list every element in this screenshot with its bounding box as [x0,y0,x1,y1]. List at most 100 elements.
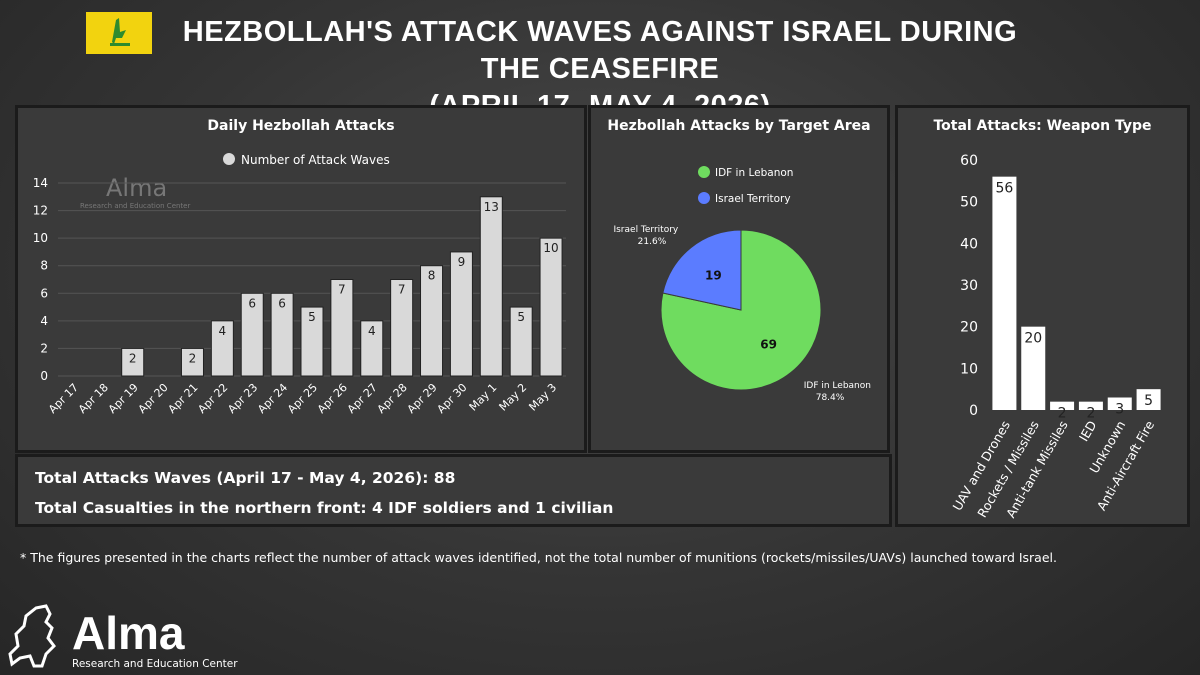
pie-legend-marker [698,166,710,178]
daily-x-tick-label: Apr 29 [405,381,440,416]
weapon-y-tick-label: 10 [960,361,978,377]
alma-logo-subtitle: Research and Education Center [72,658,238,670]
weapon-chart-title: Total Attacks: Weapon Type [933,118,1152,134]
daily-y-tick-label: 4 [40,314,48,328]
daily-bar [479,196,503,377]
title-line-1: HEZBOLLAH'S ATTACK WAVES AGAINST ISRAEL … [182,16,1018,85]
hezbollah-flag [86,12,152,54]
weapon-y-tick-label: 30 [960,278,978,294]
daily-x-tick-label: Apr 24 [255,381,290,416]
daily-bar [121,347,145,377]
target-area-panel: Hezbollah Attacks by Target Area IDF in … [588,105,890,453]
daily-bar [509,306,533,377]
daily-x-tick-label: Apr 20 [136,381,171,416]
daily-bar [240,292,264,377]
pie-outer-label: Israel Territory [613,225,678,235]
pie-outer-label: IDF in Lebanon [804,381,871,391]
daily-bar-value-label: 6 [278,296,286,310]
daily-legend-marker [223,153,235,165]
total-casualties-text: Total Casualties in the northern front: … [35,499,614,517]
daily-x-tick-label: Apr 23 [225,381,260,416]
weapon-x-tick-label: IED [1076,418,1100,444]
daily-bar-value-label: 2 [129,351,137,365]
weapon-type-panel: Total Attacks: Weapon Type 0 10 20 30 40 50 60… [895,105,1190,527]
weapon-y-tick-label: 40 [960,236,978,252]
daily-bar [390,279,414,377]
weapon-bar-value-label: 2 [1086,406,1095,422]
weapon-y-tick-label: 20 [960,320,978,336]
daily-bar-value-label: 5 [517,310,525,324]
weapon-bar-value-label: 5 [1144,393,1153,409]
pie-legend-label: IDF in Lebanon [715,167,793,179]
daily-x-tick-label: Apr 17 [46,381,81,416]
weapon-y-tick-label: 60 [960,153,978,169]
pie-value-label: 69 [760,337,777,351]
footnote: * The figures presented in the charts re… [20,550,1057,565]
daily-y-tick-label: 2 [40,341,48,355]
daily-chart-title: Daily Hezbollah Attacks [207,118,395,134]
alma-map-icon [8,604,56,668]
daily-x-tick-label: Apr 30 [435,381,470,416]
daily-bar [270,292,294,377]
daily-x-tick-label: Apr 19 [106,381,141,416]
daily-bar-value-label: 4 [219,324,227,338]
weapon-y-tick-label: 50 [960,195,978,211]
daily-bar [360,320,384,377]
weapon-bar [1078,401,1103,410]
weapon-bar-value-label: 2 [1058,406,1067,422]
daily-bar [210,320,234,377]
daily-x-tick-label: Apr 28 [375,381,410,416]
weapon-bar [1107,397,1132,410]
daily-y-tick-label: 6 [40,286,48,300]
daily-y-tick-label: 0 [40,369,48,383]
pie-legend-marker [698,192,710,204]
target-area-pie-chart: IDF in Lebanon Israel Territory 69 IDF in L… [613,166,871,403]
daily-watermark-subtitle: Research and Education Center [80,202,190,210]
daily-watermark-name: Alma [106,174,167,202]
daily-bar [420,265,444,377]
daily-y-tick-label: 14 [33,176,48,190]
weapon-bar-value-label: 56 [996,181,1014,197]
daily-bar-value-label: 13 [484,200,499,214]
daily-x-tick-label: Apr 18 [76,381,111,416]
daily-bar [330,279,354,377]
weapon-y-tick-label: 0 [969,403,978,419]
daily-bar-value-label: 2 [189,351,197,365]
weapon-bar [1136,389,1161,410]
pie-legend-label: Israel Territory [715,193,791,205]
weapon-bar [1050,401,1075,410]
daily-bar-value-label: 6 [248,296,256,310]
pie-percent-label: 78.4% [816,393,845,403]
daily-bar-value-label: 10 [543,241,558,255]
pie-slice [662,229,742,311]
daily-x-tick-label: Apr 27 [345,381,380,416]
daily-bar-value-label: 9 [458,255,466,269]
daily-y-tick-label: 8 [40,259,48,273]
daily-bar-value-label: 7 [338,283,346,297]
daily-x-tick-label: Apr 25 [285,381,320,416]
daily-x-tick-label: May 2 [497,381,530,414]
totals-panel: Total Attacks Waves (April 17 - May 4, 2… [15,454,892,527]
daily-x-tick-label: May 1 [467,381,500,414]
weapon-bar [1021,326,1046,410]
daily-attacks-panel: Daily Hezbollah Attacks Number of Attack… [15,105,587,453]
daily-x-tick-label: Apr 21 [166,381,201,416]
pie-percent-label: 21.6% [638,237,667,247]
alma-logo-name: Alma [72,607,185,659]
daily-bar [180,347,204,377]
pie-chart-title: Hezbollah Attacks by Target Area [607,118,871,134]
daily-bar-value-label: 4 [368,324,376,338]
pie-value-label: 19 [705,269,722,283]
daily-bar [300,306,324,377]
daily-y-tick-label: 10 [33,231,48,245]
daily-y-tick-label: 12 [33,204,48,218]
flag-emblem-icon [110,18,130,46]
weapon-bar-value-label: 20 [1024,331,1042,347]
daily-bar-value-label: 7 [398,283,406,297]
daily-legend-label: Number of Attack Waves [241,153,390,167]
daily-x-tick-label: May 3 [526,381,559,414]
daily-bar-value-label: 5 [308,310,316,324]
daily-bar [449,251,473,377]
